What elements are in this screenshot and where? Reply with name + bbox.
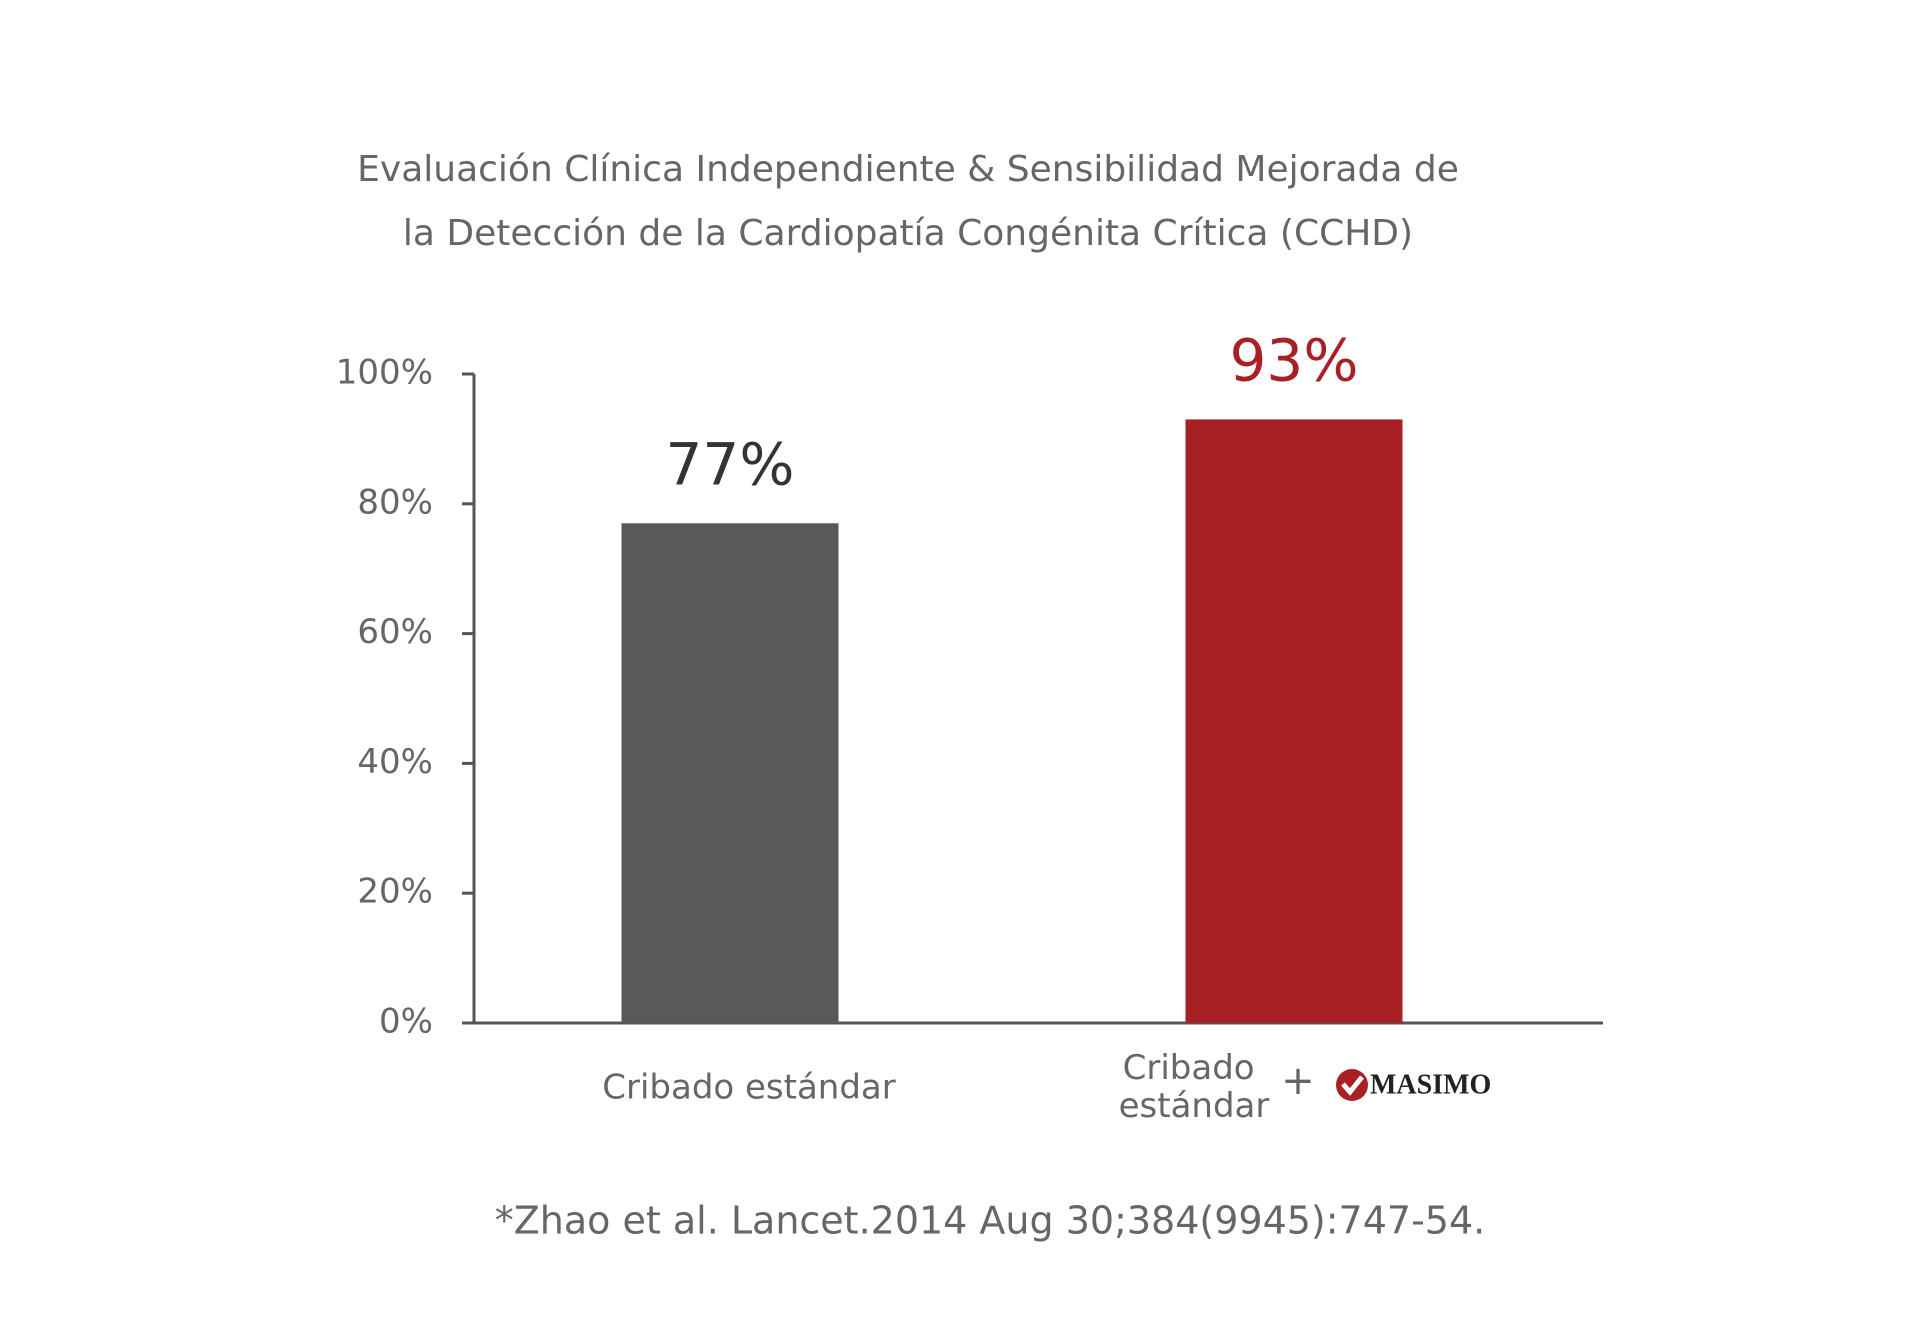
value-label: 93%: [1230, 327, 1359, 395]
y-tick-label: 0%: [379, 1002, 433, 1042]
logo: MASIMO: [1336, 1069, 1491, 1101]
y-tick-label: 20%: [357, 872, 433, 912]
x-tick-label: Cribado estándar: [602, 1068, 896, 1108]
y-tick-label: 80%: [357, 482, 433, 522]
x-tick-label: Cribado estándar: [1119, 1048, 1270, 1126]
value-label: 77%: [666, 430, 795, 498]
y-tick-label: 60%: [357, 612, 433, 652]
footnote: *Zhao et al. Lancet.2014 Aug 30;384(9945…: [495, 1199, 1485, 1243]
logo-icon: [1336, 1069, 1368, 1101]
y-tick-label: 40%: [357, 742, 433, 782]
y-tick-label: 100%: [336, 353, 433, 393]
bar: [621, 523, 839, 1023]
logo-check: [1341, 1075, 1364, 1096]
logo-text: MASIMO: [1370, 1069, 1491, 1100]
chart-title: la Detección de la Cardiopatía Congénita…: [403, 213, 1413, 254]
connector: +: [1281, 1058, 1315, 1104]
bar: [1185, 419, 1403, 1023]
chart-title: Evaluación Clínica Independiente & Sensi…: [357, 149, 1459, 190]
